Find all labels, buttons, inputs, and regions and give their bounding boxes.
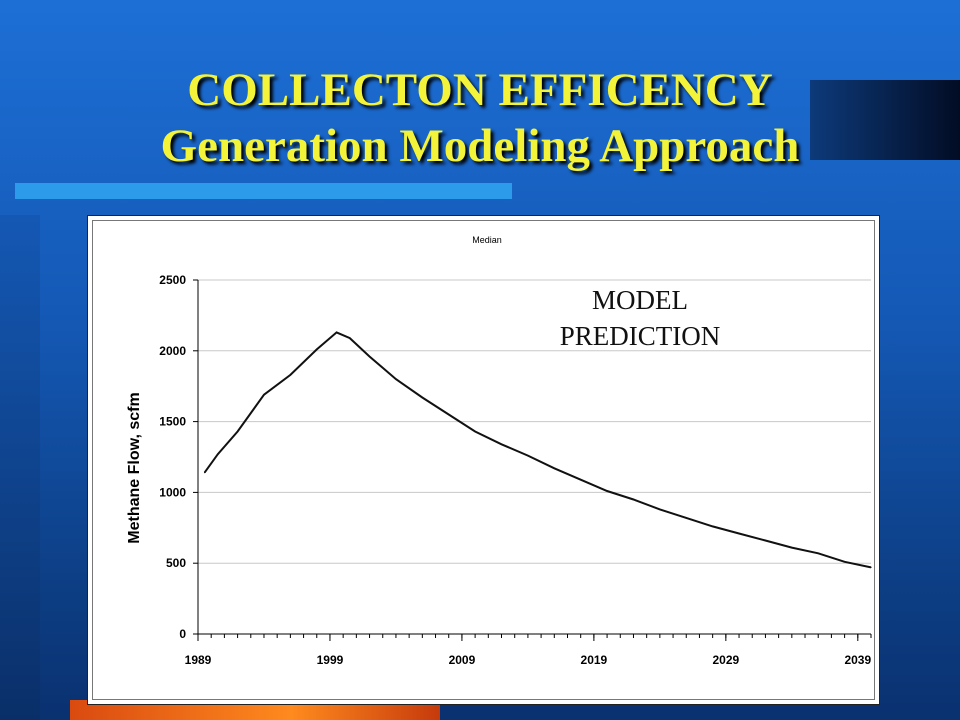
model-prediction-line1: MODEL (592, 285, 688, 315)
chart-frame (87, 215, 880, 705)
data-point (870, 566, 872, 569)
data-point (217, 453, 219, 455)
model-prediction-line2: PREDICTION (559, 321, 721, 351)
decorative-light-bar (15, 183, 512, 199)
data-point (632, 498, 635, 501)
data-point (448, 413, 450, 416)
data-point (659, 508, 661, 510)
data-point (685, 517, 687, 519)
y-tick-label: 2000 (159, 344, 186, 358)
data-point (237, 430, 239, 433)
y-axis-label: Methane Flow, scfm (126, 392, 143, 543)
data-point (204, 472, 206, 474)
y-tick-label: 0 (179, 627, 186, 641)
data-point (368, 355, 371, 358)
slide-title: COLLECTON EFFICENCY Generation Modeling … (0, 62, 960, 174)
y-tick-label: 500 (166, 556, 186, 570)
data-point (349, 337, 351, 339)
data-point (606, 490, 608, 492)
decorative-left-band (0, 215, 40, 720)
data-point (336, 331, 338, 333)
data-point (474, 430, 476, 433)
x-tick-label: 2019 (581, 653, 608, 667)
data-point (263, 394, 265, 396)
data-point (289, 374, 291, 376)
data-point (712, 525, 714, 528)
y-tick-label: 2500 (159, 273, 186, 287)
decorative-dark-bar (810, 80, 960, 160)
data-point (421, 396, 423, 399)
x-tick-label: 1999 (317, 653, 344, 667)
data-point (817, 552, 819, 554)
data-point (553, 467, 555, 469)
series-line (203, 331, 872, 569)
y-tick-label: 1000 (159, 485, 186, 499)
data-point (316, 348, 318, 350)
chart-title: Median (472, 235, 502, 245)
data-point (527, 455, 529, 457)
data-point (791, 547, 793, 549)
y-tick-label: 1500 (159, 415, 186, 429)
data-point (764, 539, 767, 542)
data-point (500, 443, 503, 445)
slide-title-line2: Generation Modeling Approach (160, 120, 800, 172)
x-tick-label: 2029 (712, 653, 739, 667)
x-tick-label: 2009 (449, 653, 476, 667)
x-tick-label: 1989 (185, 653, 212, 667)
model-prediction-label: MODEL PREDICTION (520, 282, 760, 354)
decorative-orange-bar (70, 700, 440, 720)
data-point (844, 561, 846, 563)
chart-inner-border (92, 220, 875, 700)
data-point (395, 378, 397, 380)
data-point (580, 479, 582, 481)
data-point (738, 532, 740, 535)
x-tick-label: 2039 (844, 653, 871, 667)
slide-title-line1: COLLECTON EFFICENCY (187, 64, 773, 116)
